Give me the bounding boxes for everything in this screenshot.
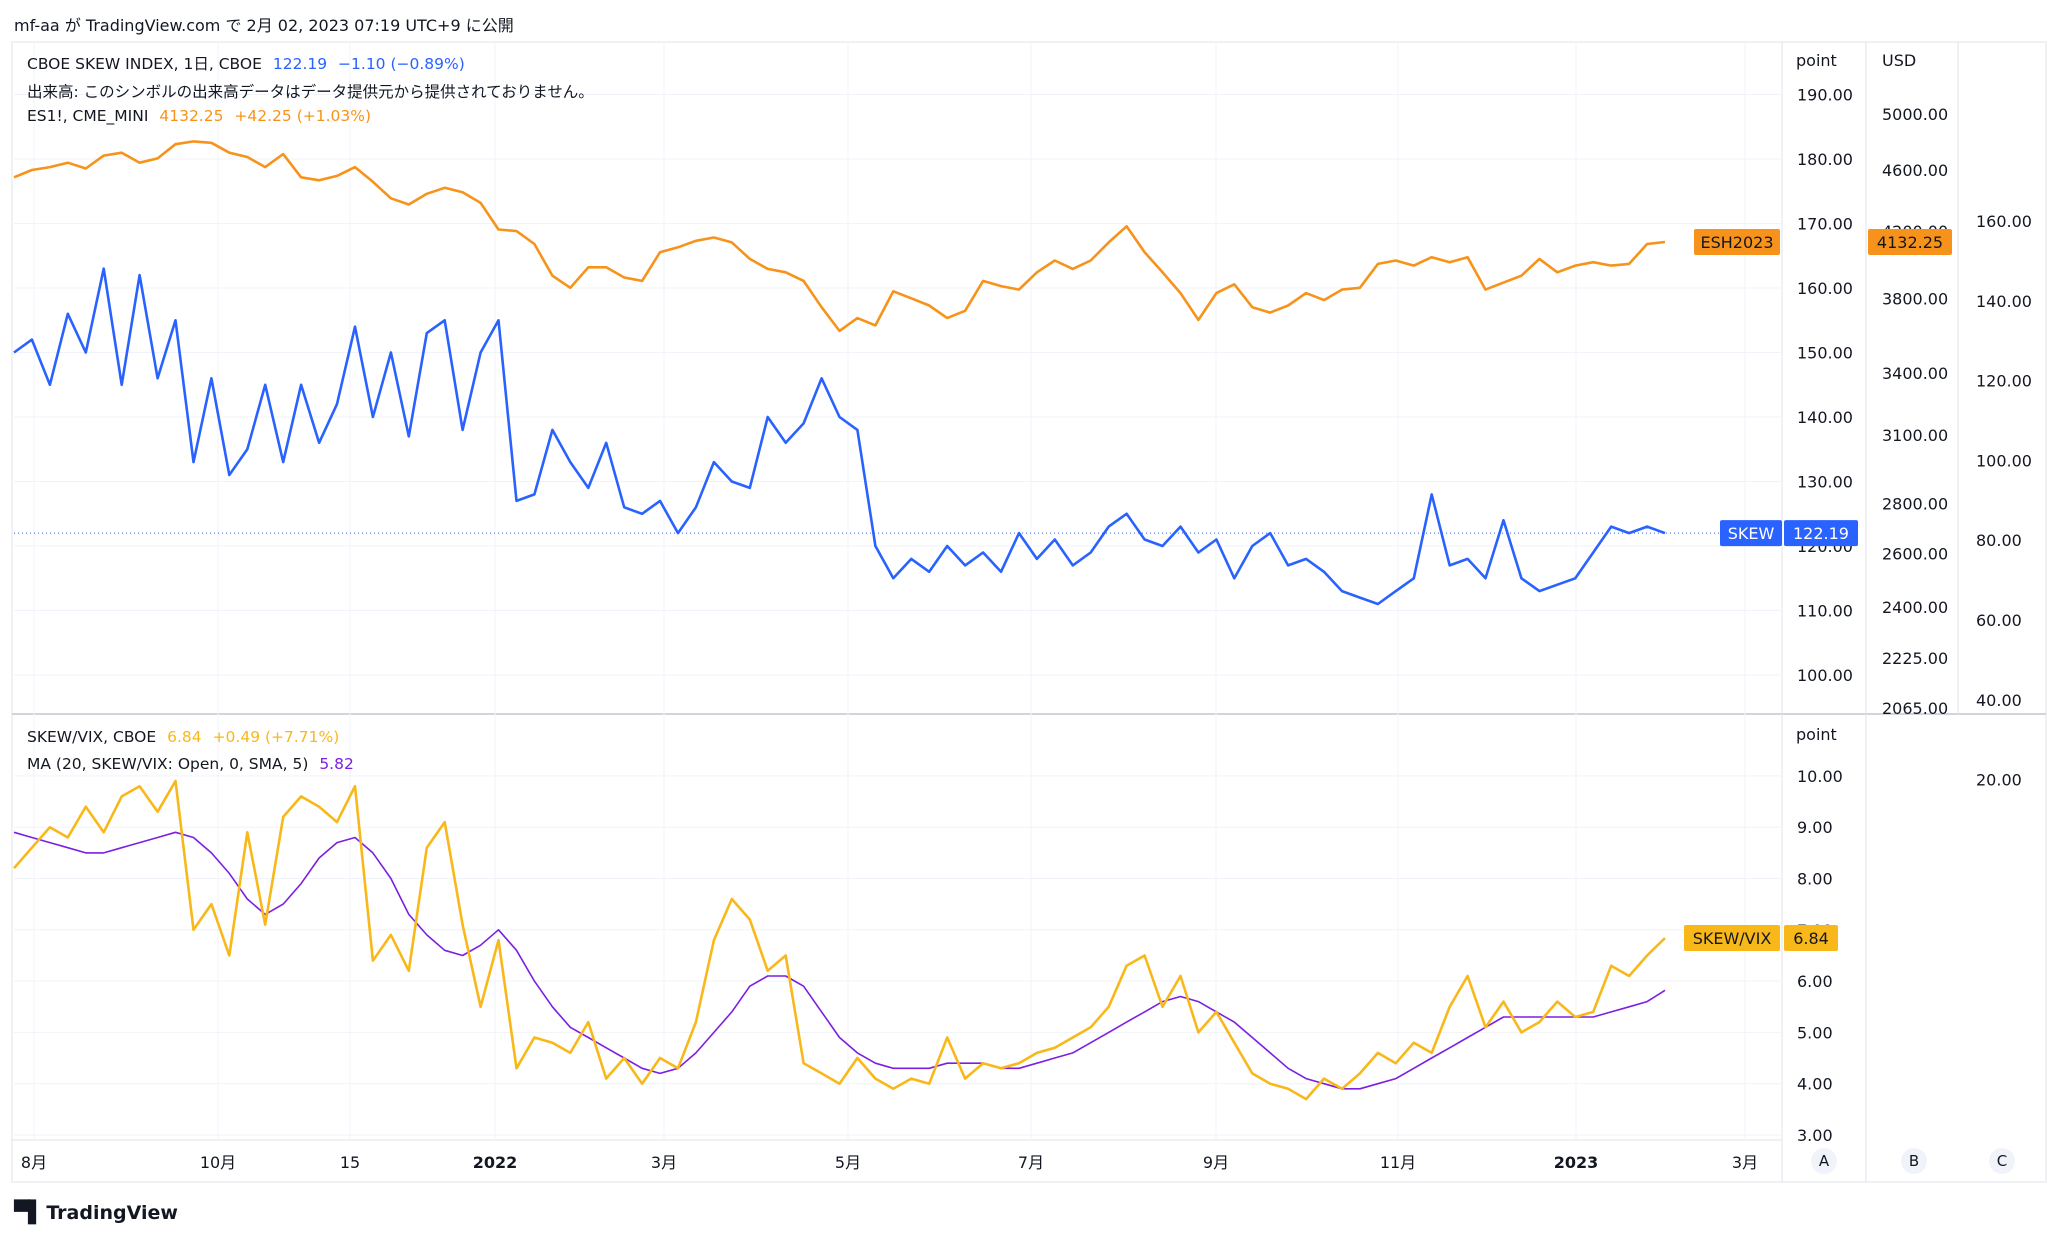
legend-es-name: ES1!, CME_MINI	[27, 107, 149, 125]
series-line-es	[13, 140, 1666, 333]
tradingview-logo-icon: ▀▌	[14, 1200, 44, 1224]
axis-button-a[interactable]: A	[1811, 1148, 1837, 1174]
y-tick-label-usd: 2065.00	[1882, 699, 1948, 718]
x-tick-label: 15	[340, 1153, 360, 1172]
y-tick-label-lower: 8.00	[1797, 870, 1833, 889]
y-tick-label-lower: 9.00	[1797, 818, 1833, 837]
legend-skew-change: −1.10 (−0.89%)	[338, 55, 465, 73]
legend-volume-note: 出来高: このシンボルの出来高データはデータ提供元から提供されておりません。	[27, 83, 594, 101]
x-tick-label: 10月	[200, 1153, 236, 1172]
y-tick-label-point: 180.00	[1797, 150, 1853, 169]
last-label-skew-name-bg	[1720, 520, 1782, 547]
legend-ratio-change: +0.49 (+7.71%)	[212, 728, 340, 746]
y-tick-label-usd: 2600.00	[1882, 544, 1948, 563]
last-label-ratio-name-bg	[1684, 925, 1780, 952]
y-tick-label-lower: 4.00	[1797, 1075, 1833, 1094]
y-tick-label-usd: 3400.00	[1882, 364, 1948, 383]
y-tick-label-lower: 5.00	[1797, 1023, 1833, 1042]
x-tick-label: 3月	[1732, 1153, 1758, 1172]
last-label-es-name: ESH2023	[1700, 233, 1773, 252]
y-tick-label-third: 80.00	[1976, 531, 2022, 550]
axis-title-point-top: point	[1796, 51, 1837, 70]
last-label-skew-value-bg	[1784, 520, 1858, 547]
y-tick-label-usd: 4600.00	[1882, 161, 1948, 180]
legend-es: ES1!, CME_MINI 4132.25 +42.25 (+1.03%)	[27, 107, 377, 125]
legend-ma-name: MA (20, SKEW/VIX: Open, 0, SMA, 5)	[27, 755, 309, 773]
y-tick-label-point: 160.00	[1797, 279, 1853, 298]
x-tick-label: 3月	[651, 1153, 677, 1172]
axis-title-point-bottom: point	[1796, 725, 1837, 744]
y-tick-label-usd: 5000.00	[1882, 105, 1948, 124]
x-tick-label: 2023	[1554, 1153, 1599, 1172]
y-tick-label-usd: 2225.00	[1882, 649, 1948, 668]
y-tick-label-third: 120.00	[1976, 372, 2032, 391]
last-label-ratio-value-bg	[1784, 925, 1838, 952]
legend-skew-name: CBOE SKEW INDEX, 1日, CBOE	[27, 55, 262, 73]
y-tick-label-point: 190.00	[1797, 86, 1853, 105]
last-label-es-name-bg	[1694, 229, 1780, 256]
chart-frame	[11, 41, 2047, 1183]
x-tick-label: 2022	[473, 1153, 518, 1172]
legend-es-change: +42.25 (+1.03%)	[234, 107, 372, 125]
x-tick-label: 11月	[1380, 1153, 1416, 1172]
legend-skew: CBOE SKEW INDEX, 1日, CBOE 122.19 −1.10 (…	[27, 52, 471, 74]
y-tick-label-usd: 3800.00	[1882, 289, 1948, 308]
y-tick-label-third: 40.00	[1976, 691, 2022, 710]
axis-button-c[interactable]: C	[1989, 1148, 2015, 1174]
legend-ratio-value: 6.84	[167, 728, 202, 746]
y-tick-label-point: 150.00	[1797, 344, 1853, 363]
last-label-skew-value: 122.19	[1793, 524, 1849, 543]
y-tick-label-usd: 3100.00	[1882, 426, 1948, 445]
legend-skew-value: 122.19	[272, 55, 328, 73]
y-tick-label-point: 170.00	[1797, 215, 1853, 234]
x-tick-label: 8月	[21, 1153, 47, 1172]
y-tick-label-usd: 2400.00	[1882, 598, 1948, 617]
x-tick-label: 9月	[1203, 1153, 1229, 1172]
y-tick-label-point: 140.00	[1797, 408, 1853, 427]
y-tick-label-third: 160.00	[1976, 212, 2032, 231]
last-label-ratio-name: SKEW/VIX	[1693, 929, 1772, 948]
series-line-ma	[13, 831, 1666, 1090]
last-label-es-value: 4132.25	[1877, 233, 1943, 252]
legend-ma-value: 5.82	[319, 755, 354, 773]
x-tick-label: 5月	[835, 1153, 861, 1172]
last-label-skew-name: SKEW	[1728, 524, 1775, 543]
y-tick-label-point: 100.00	[1797, 666, 1853, 685]
last-label-es-value-bg	[1868, 229, 1952, 256]
y-tick-label-third: 140.00	[1976, 292, 2032, 311]
y-tick-label-point: 130.00	[1797, 473, 1853, 492]
legend-ratio-name: SKEW/VIX, CBOE	[27, 728, 157, 746]
last-label-ratio-value: 6.84	[1793, 929, 1829, 948]
axis-button-b[interactable]: B	[1901, 1148, 1927, 1174]
publish-header: mf-aa が TradingView.com で 2月 02, 2023 07…	[14, 16, 514, 35]
tradingview-logo[interactable]: ▀▌ TradingView	[14, 1200, 178, 1224]
series-line-skew	[13, 267, 1666, 606]
y-tick-label-lower: 3.00	[1797, 1126, 1833, 1145]
legend-es-value: 4132.25	[159, 107, 224, 125]
y-tick-label-point: 110.00	[1797, 602, 1853, 621]
series-line-ratio	[13, 779, 1666, 1101]
axis-title-usd: USD	[1882, 51, 1916, 70]
y-tick-label-lower: 6.00	[1797, 972, 1833, 991]
legend-ratio: SKEW/VIX, CBOE 6.84 +0.49 (+7.71%)	[27, 728, 345, 746]
x-tick-label: 7月	[1018, 1153, 1044, 1172]
y-tick-label-lower: 10.00	[1797, 767, 1843, 786]
y-tick-label-usd: 2800.00	[1882, 494, 1948, 513]
y-tick-label-third: 100.00	[1976, 451, 2032, 470]
legend-ma: MA (20, SKEW/VIX: Open, 0, SMA, 5) 5.82	[27, 755, 360, 773]
y-tick-label-third: 60.00	[1976, 611, 2022, 630]
y-tick-label-third: 20.00	[1976, 771, 2022, 790]
